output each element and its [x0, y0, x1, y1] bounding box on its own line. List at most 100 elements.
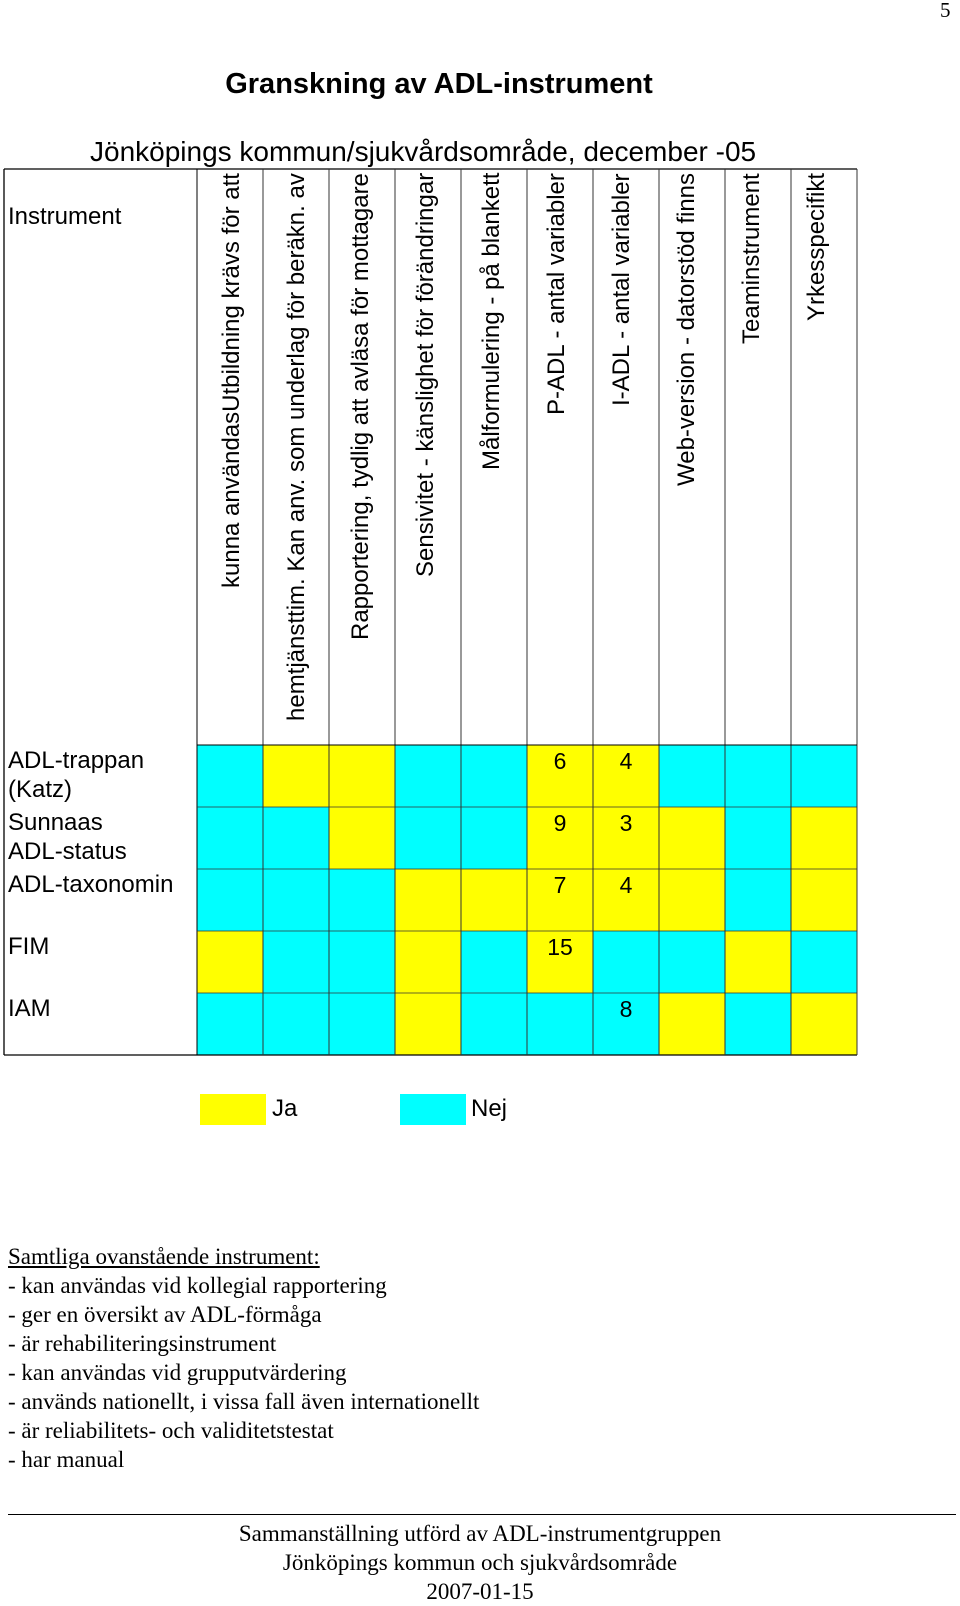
notes-item: - kan användas vid kollegial rapporterin…	[8, 1273, 387, 1298]
table-cell	[395, 745, 461, 807]
table-cell	[263, 993, 329, 1055]
column-header: kunna användasUtbildning krävs för att	[218, 173, 245, 588]
table-cell	[791, 931, 857, 993]
notes-item: - ger en översikt av ADL-förmåga	[8, 1302, 322, 1327]
table-cell	[395, 993, 461, 1055]
notes-item: - har manual	[8, 1447, 125, 1472]
table-cell	[527, 745, 593, 807]
footer-line-2: Jönköpings kommun och sjukvårdsområde	[282, 1550, 678, 1575]
notes-heading: Samtliga ovanstående instrument:	[8, 1244, 320, 1269]
legend-no-swatch	[400, 1094, 466, 1125]
table-cell	[263, 869, 329, 931]
footer-line-1: Sammanställning utförd av ADL-instrument…	[238, 1521, 722, 1546]
table-cell	[593, 993, 659, 1055]
table-cell	[791, 993, 857, 1055]
table-cell	[791, 745, 857, 807]
table-cell	[725, 869, 791, 931]
column-header: Målformulering - på blankett	[478, 172, 505, 470]
column-header: Web-version - datorstöd finns	[673, 172, 700, 486]
column-header: I-ADL - antal variabler	[608, 173, 635, 406]
table-cell	[659, 745, 725, 807]
row-label-line: IAM	[8, 995, 51, 1022]
table-cell	[659, 931, 725, 993]
padl-value: 6	[553, 748, 567, 774]
table-cell	[197, 993, 263, 1055]
padl-value: 15	[547, 934, 573, 960]
table-cell	[461, 807, 527, 869]
column-header: hemtjänsttim. Kan anv. som underlag för …	[283, 173, 310, 721]
legend-yes-label: Ja	[272, 1095, 298, 1122]
padl-value: 9	[553, 810, 567, 836]
table-cell	[791, 807, 857, 869]
row-label-line: FIM	[8, 933, 50, 960]
row-label: ADL-trappan (Katz)	[8, 746, 144, 804]
iadl-value: 4	[619, 748, 633, 774]
table-cell	[461, 993, 527, 1055]
legend-yes-swatch	[200, 1094, 266, 1125]
footer: Sammanställning utförd av ADL-instrument…	[0, 1519, 960, 1606]
row-label-line: ADL-taxonomin	[8, 871, 174, 898]
footer-divider	[8, 1514, 956, 1515]
footer-line-3: 2007-01-15	[426, 1579, 534, 1604]
table-cell	[725, 807, 791, 869]
row-label-line: (Katz)	[8, 776, 73, 803]
iadl-value: 4	[619, 872, 633, 898]
row-label: IAM	[8, 994, 51, 1023]
instrument-table-text: Instrument kunna användasUtbildning krävs…	[8, 172, 830, 1023]
page-title: Granskning av ADL-instrument	[225, 68, 653, 100]
instrument-table	[3, 168, 858, 1056]
table-cell	[527, 931, 593, 993]
table-cell	[461, 745, 527, 807]
table-cell	[593, 807, 659, 869]
table-cell	[527, 807, 593, 869]
table-cell	[659, 807, 725, 869]
table-cell	[329, 931, 395, 993]
table-cell	[197, 807, 263, 869]
table-cell	[329, 807, 395, 869]
table-cell	[527, 869, 593, 931]
column-header: Teaminstrument	[738, 173, 765, 344]
row-label-line: ADL-trappan	[8, 747, 145, 774]
table-cell	[329, 993, 395, 1055]
table-cell	[725, 993, 791, 1055]
table-cell	[659, 869, 725, 931]
table-cell	[395, 807, 461, 869]
table-cell	[197, 931, 263, 993]
iadl-value: 3	[619, 810, 633, 836]
page-number: 5	[940, 0, 951, 22]
table-cell	[263, 745, 329, 807]
column-header: Yrkesspecifikt	[803, 172, 830, 321]
table-cell	[197, 869, 263, 931]
column-header: P-ADL - antal variabler	[543, 173, 570, 415]
row-label-line: Sunnaas	[8, 809, 103, 836]
notes-item: - kan användas vid grupputvärdering	[8, 1360, 347, 1385]
table-cell	[725, 745, 791, 807]
column-header: Sensivitet - känslighet för förändringar	[412, 172, 439, 577]
table-cell	[395, 869, 461, 931]
notes-item: - är reliabilitets- och validitetstestat	[8, 1418, 334, 1443]
column-header: Rapportering, tydlig att avläsa för mott…	[347, 173, 374, 640]
padl-value: 7	[553, 872, 567, 898]
notes-item: - är rehabiliteringsinstrument	[8, 1331, 277, 1356]
row-label: ADL-taxonomin	[8, 870, 173, 899]
table-cell	[329, 869, 395, 931]
table-cell	[791, 869, 857, 931]
table-cell	[593, 745, 659, 807]
table-cell	[197, 745, 263, 807]
first-column-header: Instrument	[8, 203, 122, 230]
row-label: FIM	[8, 932, 49, 961]
table-cell	[395, 931, 461, 993]
table-cell	[263, 807, 329, 869]
table-cell	[461, 931, 527, 993]
table-cell	[461, 869, 527, 931]
table-cell	[329, 745, 395, 807]
table-cell	[527, 993, 593, 1055]
table-cell	[593, 869, 659, 931]
table-cell	[593, 931, 659, 993]
table-cell	[263, 931, 329, 993]
row-label: Sunnaas ADL-status	[8, 808, 127, 866]
table-cell	[725, 931, 791, 993]
row-label-line: ADL-status	[8, 838, 127, 865]
notes-item: - används nationellt, i vissa fall även …	[8, 1389, 480, 1414]
iadl-value: 8	[619, 996, 633, 1022]
